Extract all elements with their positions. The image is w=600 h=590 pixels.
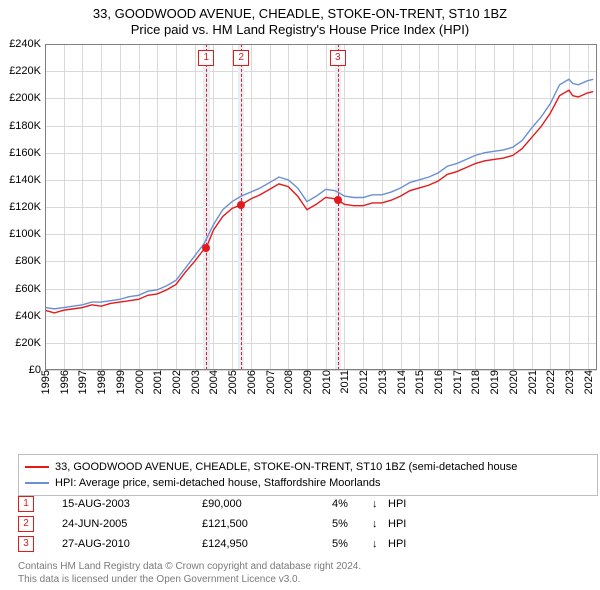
y-axis-label: £80K — [15, 255, 45, 267]
legend-item: HPI: Average price, semi-detached house,… — [25, 475, 591, 491]
legend: 33, GOODWOOD AVENUE, CHEADLE, STOKE-ON-T… — [18, 454, 598, 496]
x-axis-label: 2023 — [562, 370, 576, 394]
x-axis-label: 2011 — [337, 370, 351, 394]
row-date: 24-JUN-2005 — [62, 518, 202, 530]
x-axis-label: 2017 — [450, 370, 464, 394]
y-axis-label: £180K — [9, 120, 45, 132]
y-axis-label: £100K — [9, 228, 45, 240]
legend-label: 33, GOODWOOD AVENUE, CHEADLE, STOKE-ON-T… — [55, 461, 517, 473]
sale-marker — [237, 201, 245, 209]
row-hpi: HPI — [388, 498, 406, 510]
sale-badge: 3 — [330, 50, 346, 66]
row-price: £121,500 — [202, 518, 332, 530]
row-pct: 5% — [332, 518, 372, 530]
x-axis-label: 2019 — [487, 370, 501, 394]
legend-swatch — [25, 466, 49, 468]
down-arrow-icon: ↓ — [372, 498, 388, 510]
y-axis-label: £140K — [9, 174, 45, 186]
table-row: 1 15-AUG-2003£90,0004%↓HPI — [18, 494, 406, 514]
legend-swatch — [25, 482, 49, 484]
row-date: 27-AUG-2010 — [62, 538, 202, 550]
row-badge: 3 — [18, 536, 34, 552]
title-line1: 33, GOODWOOD AVENUE, CHEADLE, STOKE-ON-T… — [0, 6, 600, 22]
x-axis-label: 2016 — [431, 370, 445, 394]
row-hpi: HPI — [388, 518, 406, 530]
attribution: Contains HM Land Registry data © Crown c… — [18, 561, 361, 586]
x-axis-label: 1996 — [57, 370, 71, 394]
row-hpi: HPI — [388, 538, 406, 550]
row-date: 15-AUG-2003 — [62, 498, 202, 510]
series-property — [45, 90, 593, 313]
y-axis-label: £60K — [15, 283, 45, 295]
sale-marker — [334, 196, 342, 204]
x-axis-label: 1997 — [75, 370, 89, 394]
x-axis-label: 1995 — [38, 370, 52, 394]
row-badge: 2 — [18, 516, 34, 532]
y-axis-label: £20K — [15, 337, 45, 349]
legend-label: HPI: Average price, semi-detached house,… — [55, 477, 381, 489]
legend-item: 33, GOODWOOD AVENUE, CHEADLE, STOKE-ON-T… — [25, 459, 591, 475]
y-axis-label: £200K — [9, 92, 45, 104]
x-axis-label: 2003 — [188, 370, 202, 394]
down-arrow-icon: ↓ — [372, 518, 388, 530]
row-pct: 4% — [332, 498, 372, 510]
table-row: 3 27-AUG-2010£124,9505%↓HPI — [18, 534, 406, 554]
line-series-svg — [45, 44, 597, 370]
x-axis-label: 2004 — [206, 370, 220, 394]
x-axis-label: 1999 — [113, 370, 127, 394]
x-axis-label: 2020 — [506, 370, 520, 394]
x-axis-label: 2002 — [169, 370, 183, 394]
row-price: £90,000 — [202, 498, 332, 510]
row-pct: 5% — [332, 538, 372, 550]
x-axis-label: 2018 — [468, 370, 482, 394]
x-axis-label: 1998 — [94, 370, 108, 394]
series-hpi — [45, 79, 593, 309]
y-axis-label: £40K — [15, 310, 45, 322]
x-axis-label: 2012 — [356, 370, 370, 394]
sale-badge: 1 — [198, 50, 214, 66]
x-axis-label: 2009 — [300, 370, 314, 394]
x-axis-label: 2013 — [375, 370, 389, 394]
x-axis-label: 2005 — [225, 370, 239, 394]
x-axis-label: 2010 — [319, 370, 333, 394]
sale-marker — [202, 244, 210, 252]
attrib-line1: Contains HM Land Registry data © Crown c… — [18, 561, 361, 574]
row-badge: 1 — [18, 496, 34, 512]
plot-area: £0£20K£40K£60K£80K£100K£120K£140K£160K£1… — [45, 44, 597, 370]
x-axis-label: 2007 — [263, 370, 277, 394]
chart-title: 33, GOODWOOD AVENUE, CHEADLE, STOKE-ON-T… — [0, 0, 600, 39]
x-axis-label: 2015 — [412, 370, 426, 394]
x-axis-label: 2006 — [244, 370, 258, 394]
row-price: £124,950 — [202, 538, 332, 550]
chart: £0£20K£40K£60K£80K£100K£120K£140K£160K£1… — [0, 44, 600, 414]
sales-table: 115-AUG-2003£90,0004%↓HPI224-JUN-2005£12… — [18, 494, 406, 554]
y-axis-label: £120K — [9, 201, 45, 213]
table-row: 2 24-JUN-2005£121,5005%↓HPI — [18, 514, 406, 534]
y-axis-label: £240K — [9, 38, 45, 50]
x-axis-label: 2022 — [543, 370, 557, 394]
x-axis-label: 2000 — [132, 370, 146, 394]
y-axis-label: £220K — [9, 65, 45, 77]
x-axis-label: 2024 — [581, 370, 595, 394]
x-axis-label: 2021 — [525, 370, 539, 394]
x-axis-label: 2008 — [281, 370, 295, 394]
title-line2: Price paid vs. HM Land Registry's House … — [0, 22, 600, 38]
x-axis-label: 2001 — [150, 370, 164, 394]
y-axis-label: £160K — [9, 147, 45, 159]
sale-badge: 2 — [233, 50, 249, 66]
attrib-line2: This data is licensed under the Open Gov… — [18, 574, 361, 587]
down-arrow-icon: ↓ — [372, 538, 388, 550]
x-axis-label: 2014 — [394, 370, 408, 394]
